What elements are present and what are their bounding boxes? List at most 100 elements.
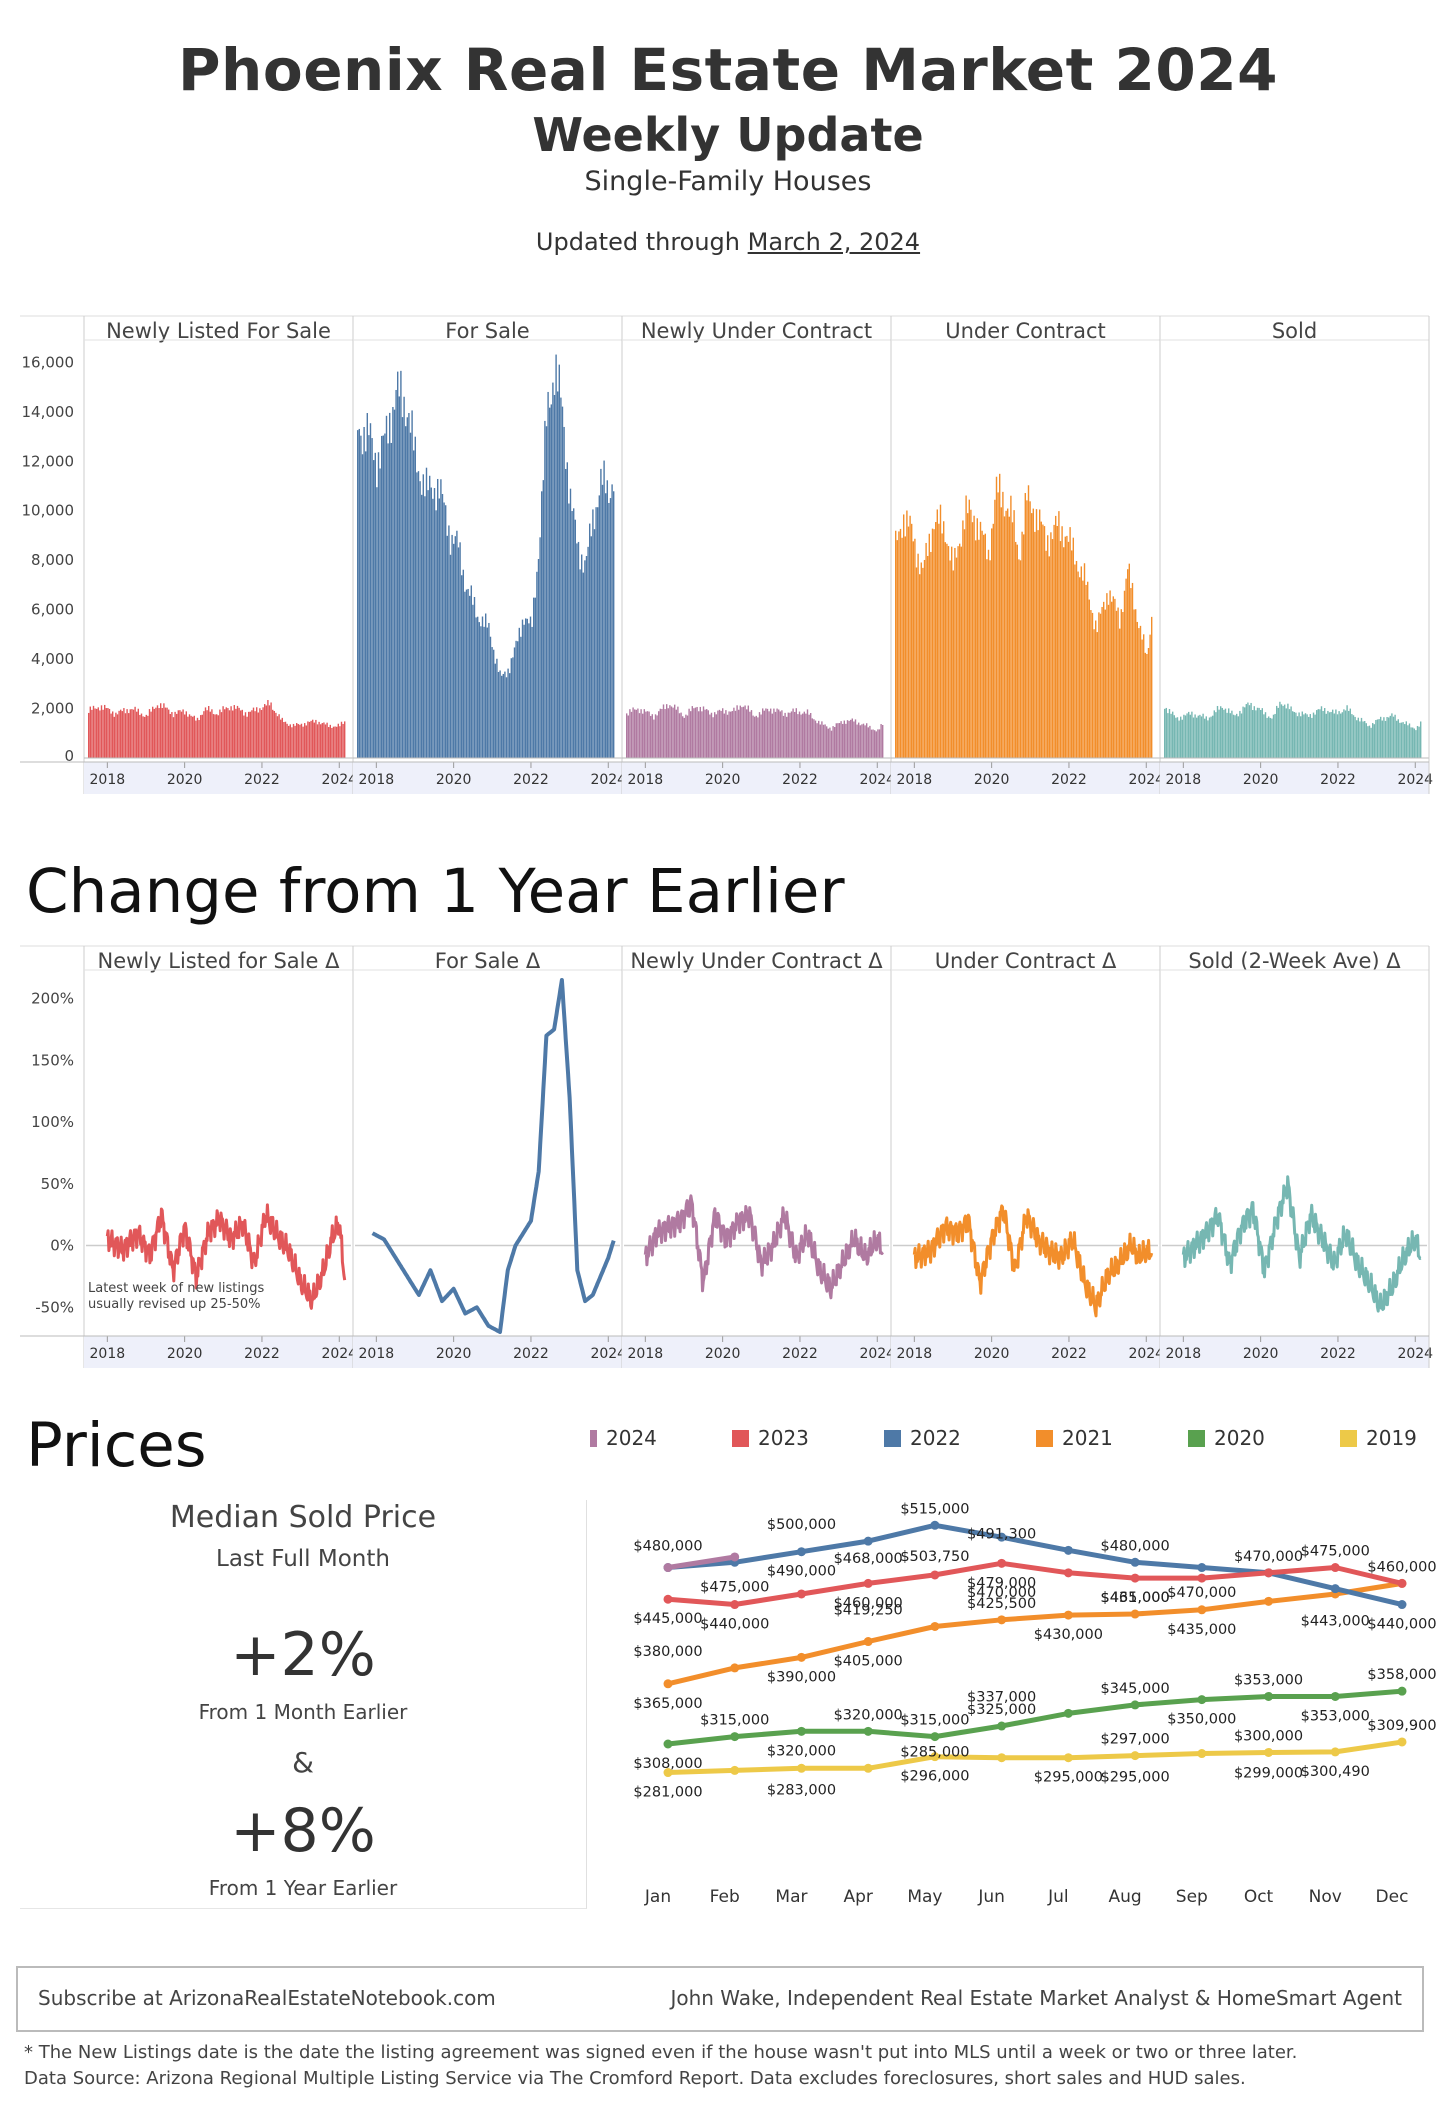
- bar: [803, 711, 805, 758]
- bar: [1229, 713, 1231, 758]
- price-point: [1397, 1686, 1407, 1696]
- bar: [182, 709, 184, 758]
- bar: [630, 711, 633, 758]
- bar: [100, 705, 103, 758]
- bar: [672, 707, 674, 758]
- bar: [384, 433, 386, 758]
- x-tick-label: 2018: [90, 772, 126, 788]
- bar: [1359, 721, 1361, 758]
- bar: [870, 729, 873, 758]
- price-point: [730, 1552, 740, 1562]
- bar: [227, 708, 229, 758]
- bar: [632, 707, 634, 758]
- bar: [132, 709, 135, 758]
- bar: [1325, 713, 1327, 758]
- x-tick-label: 2024: [859, 772, 895, 788]
- bar: [1234, 715, 1236, 758]
- bar: [499, 670, 501, 758]
- bar: [273, 710, 275, 758]
- bar: [1236, 713, 1238, 758]
- price-data-label: $281,000: [633, 1785, 702, 1801]
- bar: [835, 723, 837, 758]
- bar: [1224, 708, 1227, 758]
- bar: [1074, 564, 1076, 758]
- y-tick-label: 16,000: [22, 353, 75, 371]
- bar: [1394, 714, 1396, 758]
- bar: [805, 713, 807, 758]
- x-tick-label: 2020: [436, 1346, 472, 1362]
- bar: [1125, 578, 1127, 758]
- bar: [1306, 714, 1308, 758]
- bar: [984, 533, 986, 758]
- bar: [1101, 606, 1103, 758]
- bar: [1319, 709, 1321, 758]
- bar: [88, 712, 90, 758]
- updated-date[interactable]: March 2, 2024: [747, 228, 921, 256]
- bar: [782, 715, 785, 758]
- bar: [846, 720, 849, 758]
- price-point: [930, 1621, 940, 1631]
- bar: [89, 706, 91, 758]
- bar: [203, 711, 205, 758]
- bar: [209, 711, 211, 758]
- bar: [286, 723, 288, 758]
- bar: [395, 389, 397, 758]
- bar: [677, 706, 679, 758]
- bar: [1263, 714, 1265, 758]
- price-data-label: $285,000: [900, 1744, 969, 1760]
- bar: [1083, 563, 1086, 758]
- bar: [1357, 717, 1359, 758]
- bar: [813, 719, 815, 758]
- bar: [161, 707, 163, 758]
- bar: [192, 716, 194, 758]
- bar: [480, 626, 482, 758]
- bar: [472, 604, 474, 758]
- page-title: Phoenix Real Estate Market 2024: [178, 36, 1278, 104]
- panel-title: Under Contract: [945, 319, 1106, 343]
- bar: [936, 509, 938, 758]
- bar: [323, 722, 325, 758]
- bar: [496, 658, 498, 758]
- bar: [1290, 706, 1292, 758]
- price-point: [863, 1578, 873, 1588]
- bar: [1277, 707, 1279, 758]
- bar: [563, 426, 565, 758]
- bar: [254, 711, 256, 758]
- bar: [838, 723, 841, 758]
- panel-title: Newly Under Contract: [641, 319, 872, 343]
- legend-label: 2019: [1366, 1426, 1417, 1450]
- month-label: Jun: [977, 1887, 1005, 1907]
- bar: [688, 708, 690, 758]
- price-line: [665, 1688, 1405, 1747]
- bar: [959, 543, 961, 758]
- bar: [1295, 712, 1297, 758]
- bar: [955, 557, 958, 758]
- month-label: May: [907, 1887, 942, 1907]
- bar: [331, 727, 333, 758]
- x-axis-band: [622, 762, 891, 794]
- bar: [1106, 593, 1108, 758]
- bar: [422, 474, 424, 758]
- series-line: [912, 1204, 1154, 1318]
- bar: [1133, 609, 1135, 758]
- price-data-label: $320,000: [834, 1707, 903, 1723]
- bar: [449, 554, 452, 758]
- bar: [576, 543, 578, 758]
- bar: [843, 720, 845, 758]
- bar: [1360, 717, 1363, 758]
- bar: [324, 724, 327, 758]
- bar: [584, 560, 586, 758]
- bar: [946, 543, 948, 758]
- bar: [252, 707, 255, 758]
- bar: [1047, 535, 1049, 758]
- bar: [786, 716, 788, 758]
- bar: [155, 707, 157, 758]
- bar: [603, 460, 605, 758]
- bar: [414, 436, 416, 758]
- month-label: Aug: [1108, 1887, 1141, 1907]
- bar: [94, 708, 96, 758]
- bar: [102, 709, 104, 758]
- bar: [184, 714, 186, 758]
- subscribe-link[interactable]: Subscribe at ArizonaRealEstateNotebook.c…: [38, 1986, 496, 2010]
- bar: [726, 714, 729, 758]
